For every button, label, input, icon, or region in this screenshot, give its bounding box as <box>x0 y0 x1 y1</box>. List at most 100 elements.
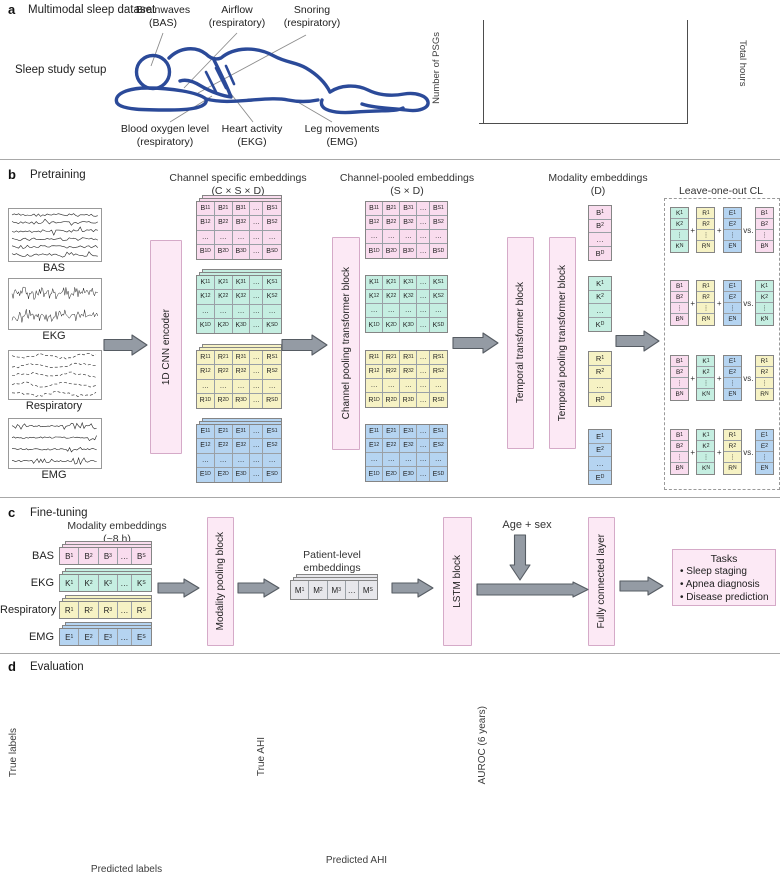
panel-a-label: a <box>8 2 16 17</box>
subscript: 1 <box>765 209 768 216</box>
subscript: S1 <box>271 354 278 361</box>
person-outline <box>114 47 430 115</box>
panel-c-title: Fine-tuning <box>30 507 88 519</box>
matrix-cell: B S2 <box>263 216 281 231</box>
resp-waveform <box>11 353 97 398</box>
matrix-cell: K S1 <box>429 276 447 290</box>
subscript: 1 <box>601 208 604 215</box>
cl-cell: ⋮ <box>755 452 773 463</box>
subscript: 2D <box>390 470 397 477</box>
temporal-transformer-block: Temporal transformer block <box>507 237 534 449</box>
cl-cell: ⋮ <box>755 378 773 389</box>
matrix-cell: … <box>417 379 430 393</box>
subscript: 3D <box>240 248 247 255</box>
matrix-cell: … <box>232 230 251 245</box>
cl-vector: K 1 K 2 ⋮ K N <box>670 207 689 253</box>
cl-operator: + <box>716 225 722 235</box>
subscript: 1 <box>706 357 710 364</box>
subscript: 1 <box>765 357 769 364</box>
matrix-cell: B 22 <box>214 216 233 231</box>
embedding-vector: R 1 R 2… R D <box>588 351 612 407</box>
matrix-cell: R 21 <box>383 351 401 365</box>
matrix-cell: E S1 <box>429 425 447 439</box>
subscript: 32 <box>408 368 414 374</box>
subscript: 1 <box>70 633 74 640</box>
subscript: 22 <box>222 293 229 300</box>
subscript: 1D <box>373 321 380 328</box>
task-item-apnea-diagnosis: Apnea diagnosis <box>680 578 775 591</box>
matrix-cell: … <box>429 230 447 244</box>
respiratory-embedding-strip: R 1 R 2 R 3… R S <box>59 595 152 619</box>
subscript: 2 <box>733 368 736 375</box>
subscript: 11 <box>373 428 380 434</box>
axis-line <box>483 123 688 124</box>
subscript: N <box>679 465 684 471</box>
subscript: 21 <box>222 428 229 435</box>
matrix-cell: … <box>383 304 401 318</box>
subscript: 31 <box>240 279 247 286</box>
subscript: 31 <box>240 428 247 435</box>
panel-c-label: c <box>8 505 16 520</box>
subscript: 1 <box>601 354 605 361</box>
matrix-cell: … <box>417 425 430 439</box>
subscript: S1 <box>271 205 278 212</box>
sensor-modality: (respiratory) <box>283 16 341 29</box>
cl-vector: K 1 K 2 ⋮ K N <box>696 355 716 401</box>
subscript: 2 <box>319 586 323 593</box>
subscript: 3 <box>109 606 113 613</box>
cl-operator: + <box>690 447 696 457</box>
sensor-modality: (BAS) <box>148 16 177 29</box>
sensor-name: Airflow <box>221 4 253 16</box>
bas-row-label: BAS <box>31 550 54 562</box>
matrix-cell: … <box>417 244 430 258</box>
matrix-cell: … <box>232 453 251 468</box>
matrix-cell: … <box>263 380 281 394</box>
subscript: S <box>369 586 373 593</box>
subscript: 2 <box>765 368 769 375</box>
panel-a-title: Multimodal sleep dataset <box>28 4 156 16</box>
flow-arrow-r <box>281 334 328 356</box>
matrix-grid: K 11 K 21 K 31… K S1 K 12 K 22 K 32… K S2…………… K 1D K 2D K 3D… <box>365 275 448 333</box>
matrix-cell: K 21 <box>383 276 401 290</box>
matrix-cell: B 12 <box>366 216 384 230</box>
subscript: N <box>706 243 711 249</box>
matrix-cell: … <box>250 304 264 319</box>
subscript: 2 <box>680 220 684 227</box>
matrix-grid: B 11 B 21 B 31… B S1 B 12 B 22 B 32… B S2…………… B 1D B 2D B 3D… <box>365 201 448 259</box>
matrix-cell: R 11 <box>366 351 384 365</box>
matrix-cell: … <box>417 467 430 481</box>
sleeping-person-illustration <box>114 32 430 123</box>
ekg-signal-label: EKG <box>42 330 66 342</box>
matrix-cell: R 3D <box>233 393 251 408</box>
cl-vector: K 1 K 2 ⋮ K N <box>696 429 716 475</box>
matrix-cell: R 22 <box>383 365 401 379</box>
sensor-modality: (EKG) <box>237 135 267 148</box>
matrix-cell: … <box>197 379 215 394</box>
flow-arrow-r <box>237 578 280 598</box>
matrix-cell: … <box>429 304 447 318</box>
ekg-signal-box <box>8 278 102 330</box>
matrix-cell: … <box>250 425 264 440</box>
matrix-cell: … <box>429 379 447 393</box>
subscript: 21 <box>222 205 229 212</box>
subscript: 2 <box>680 293 684 300</box>
matrix-cell: … <box>417 230 430 244</box>
matrix-cell: K 2D <box>215 318 233 333</box>
matrix-cell: … <box>250 439 264 454</box>
matrix-cell: … <box>250 276 264 291</box>
matrix-cell: … <box>250 202 264 217</box>
subscript: SD <box>271 397 279 404</box>
subscript: 2 <box>680 442 684 449</box>
subscript: S1 <box>271 279 278 286</box>
matrix-cell: … <box>417 202 430 216</box>
cl-vector: E 1 E 2 ⋮ E N <box>722 207 742 253</box>
cm-ahi-xlabel: Predicted AHI <box>325 855 388 866</box>
